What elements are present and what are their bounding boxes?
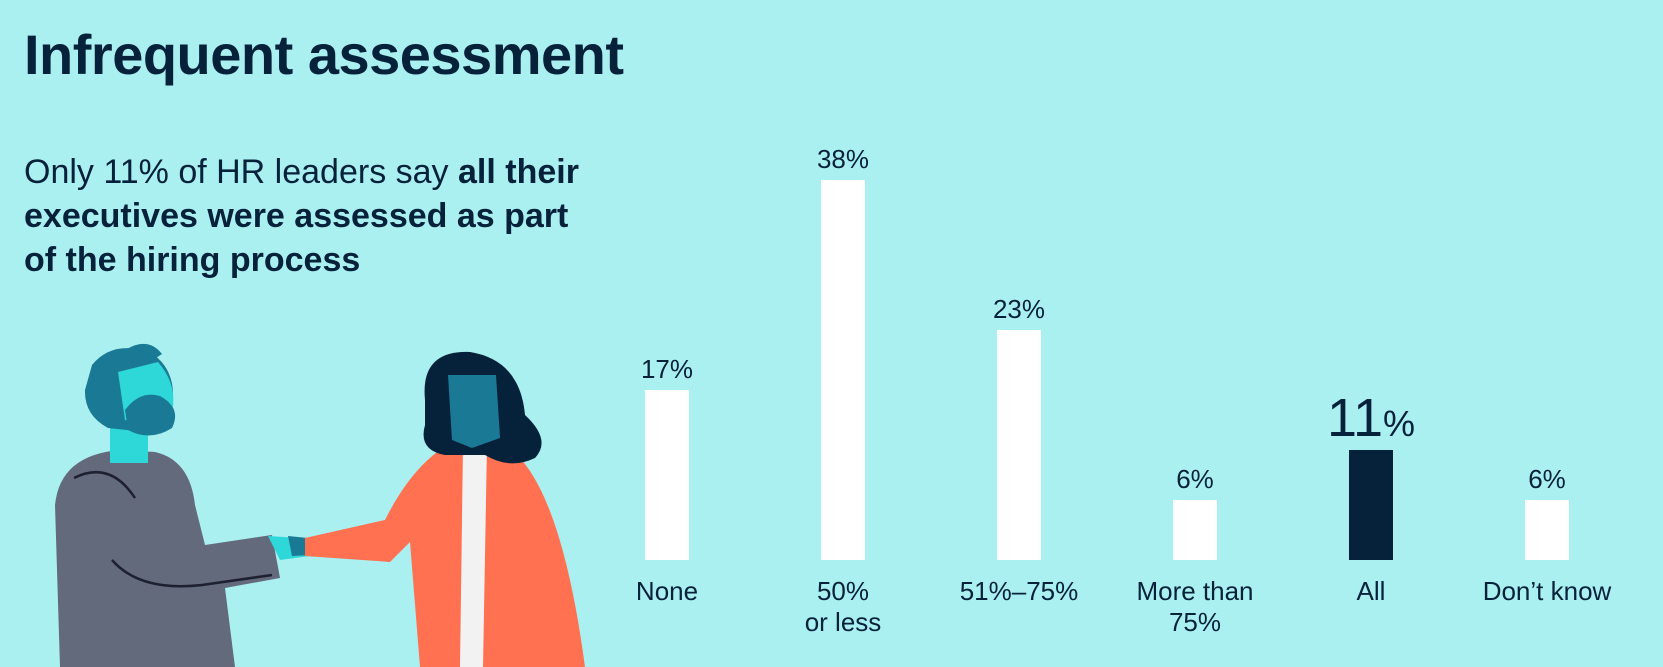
bar-0 [645,390,689,560]
chart-subtitle: Only 11% of HR leaders say all their exe… [24,150,584,282]
subtitle-plain: Only 11% of HR leaders say [24,153,458,191]
man-body-icon [55,450,280,667]
woman-shirt-icon [460,445,487,667]
woman-hand-icon [288,536,310,556]
bar-3 [1173,500,1217,560]
woman-body-icon [305,435,585,667]
handshake-people-illustration [55,343,585,667]
bar-1 [821,180,865,560]
category-label-2-0: 51%–75% [960,576,1079,606]
category-label-1-1: or less [805,607,882,637]
man-beard-icon [125,394,176,436]
value-label-2: 23% [993,294,1045,324]
category-label-3-1: 75% [1169,607,1221,637]
category-label-4-0: All [1357,576,1386,606]
chart-title: Infrequent assessment [24,23,624,86]
bar-4 [1349,450,1393,560]
man-hair-icon [125,343,162,362]
category-label-1-0: 50% [817,576,869,606]
value-label-0: 17% [641,354,693,384]
subtitle-bold: all their executives were assessed as pa… [24,153,579,279]
value-label-4: 11% [1327,388,1415,448]
man-shoulder-line [73,470,137,499]
category-label-5-0: Don’t know [1483,576,1612,606]
category-label-3-0: More than [1136,576,1253,606]
bar-5 [1525,500,1569,560]
category-label-0-0: None [636,576,698,606]
woman-face-icon [448,375,500,448]
value-label-3: 6% [1176,464,1214,494]
value-label-1: 38% [817,144,869,174]
value-label-5: 6% [1528,464,1566,494]
bar-2 [997,330,1041,560]
man-arm-line [111,559,273,588]
